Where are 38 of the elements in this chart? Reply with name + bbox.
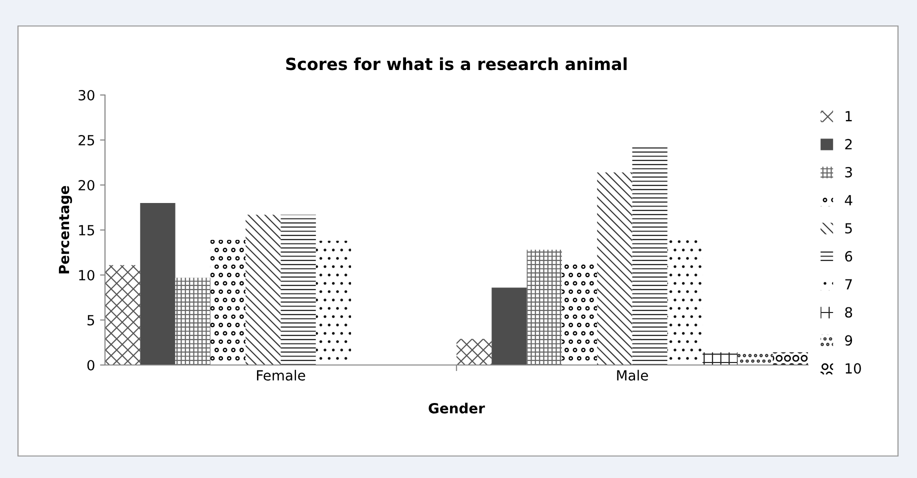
y-tick-label: 15 xyxy=(79,225,94,236)
bar xyxy=(175,278,210,365)
bar xyxy=(246,214,281,365)
y-tick-label: 25 xyxy=(78,134,94,146)
legend-label: 10 xyxy=(846,363,861,374)
bar xyxy=(702,352,738,365)
y-axis-title: Percentage xyxy=(58,186,72,274)
bar xyxy=(456,338,492,365)
bar xyxy=(526,250,562,365)
legend-label: 7 xyxy=(845,279,852,290)
bar xyxy=(632,147,668,365)
bar xyxy=(772,352,808,365)
bar xyxy=(280,214,316,365)
y-tick-label: 10 xyxy=(79,270,94,280)
bar xyxy=(210,240,246,365)
x-tick-label: Male xyxy=(617,370,648,381)
y-tick-label: 20 xyxy=(78,180,94,190)
bar xyxy=(492,288,527,365)
legend-label: 1 xyxy=(846,111,852,122)
bar xyxy=(738,352,773,365)
chart-title: Scores for what is a research animal xyxy=(286,57,627,70)
bar xyxy=(597,172,632,365)
x-tick-label: Female xyxy=(257,370,306,381)
legend-label: 6 xyxy=(845,251,852,262)
bar xyxy=(316,240,352,365)
legend-label: 5 xyxy=(845,223,852,234)
y-tick-label: 0 xyxy=(87,360,94,370)
x-axis-title: Gender xyxy=(428,402,485,414)
legend-label: 9 xyxy=(845,335,852,346)
legend-label: 8 xyxy=(845,307,852,318)
legend-label: 4 xyxy=(844,195,852,206)
y-tick-label: 30 xyxy=(78,90,94,100)
legend-label: 3 xyxy=(845,166,852,178)
bar xyxy=(105,265,140,365)
y-tick-label: 5 xyxy=(88,315,94,326)
legend-label: 2 xyxy=(845,138,852,150)
bar xyxy=(140,203,176,365)
bar xyxy=(562,262,598,365)
